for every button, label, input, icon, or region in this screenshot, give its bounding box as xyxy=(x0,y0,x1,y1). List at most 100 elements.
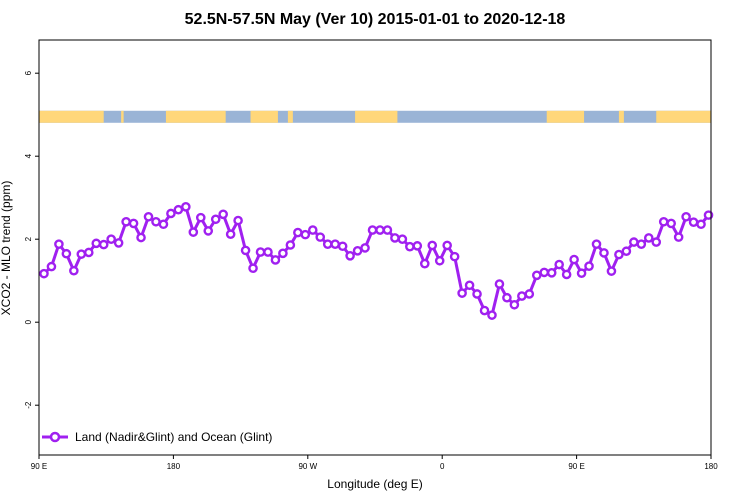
data-point xyxy=(442,240,452,251)
data-point xyxy=(419,258,430,269)
data-point xyxy=(397,234,408,244)
data-point xyxy=(315,232,326,242)
data-point xyxy=(218,209,228,220)
data-point xyxy=(591,239,602,249)
data-point xyxy=(248,263,258,274)
data-point xyxy=(502,292,512,303)
data-point xyxy=(121,216,131,227)
data-point xyxy=(576,268,587,279)
data-point xyxy=(76,249,87,259)
legend-label: Land (Nadir&Glint) and Ocean (Glint) xyxy=(75,430,272,444)
data-point xyxy=(390,233,400,243)
data-point xyxy=(360,243,370,253)
x-tick-label: 180 xyxy=(167,462,181,471)
land-segment xyxy=(121,110,124,123)
data-point xyxy=(457,288,467,298)
data-point xyxy=(681,211,691,222)
data-point xyxy=(472,289,482,299)
legend-marker xyxy=(49,431,61,443)
data-point xyxy=(405,241,415,252)
data-point xyxy=(330,239,340,249)
legend: Land (Nadir&Glint) and Ocean (Glint) xyxy=(42,430,272,444)
data-point xyxy=(367,225,378,235)
land-segment xyxy=(546,110,585,123)
land-segment xyxy=(618,110,624,123)
data-point xyxy=(375,225,385,235)
data-point xyxy=(636,239,647,249)
data-point xyxy=(61,248,72,259)
y-tick-label: 0 xyxy=(24,319,33,324)
x-axis-label: Longitude (deg E) xyxy=(327,477,422,491)
data-point xyxy=(531,270,542,281)
data-point xyxy=(658,216,669,227)
land-segment xyxy=(656,110,711,123)
data-point xyxy=(278,248,288,259)
x-tick-label: 0 xyxy=(440,462,445,471)
data-point xyxy=(307,225,318,235)
x-tick-label: 90 W xyxy=(298,462,317,471)
data-point xyxy=(673,232,684,242)
data-point xyxy=(509,299,520,310)
data-point xyxy=(621,246,632,257)
data-point xyxy=(569,254,579,265)
land-segment xyxy=(287,110,293,123)
data-point xyxy=(629,237,639,247)
data-point xyxy=(143,211,154,222)
data-point xyxy=(285,240,296,250)
x-axis-ticks: 90 E 180 90 W 0 90 E 180 xyxy=(31,455,718,471)
data-point xyxy=(345,250,355,261)
data-point xyxy=(113,238,124,248)
x-tick-label: 90 E xyxy=(568,462,584,471)
land-segment xyxy=(250,110,278,123)
data-point xyxy=(524,289,535,299)
data-point xyxy=(293,227,303,238)
data-point xyxy=(322,239,333,249)
y-axis-label: XCO2 - MLO trend (ppm) xyxy=(0,181,13,316)
data-point xyxy=(688,217,699,227)
series-layer xyxy=(39,202,714,320)
land-ocean-strip xyxy=(39,110,711,123)
data-point xyxy=(166,208,176,219)
data-point xyxy=(195,212,206,223)
data-point xyxy=(449,251,460,262)
data-point xyxy=(614,249,624,260)
data-point xyxy=(173,204,184,215)
data-point xyxy=(703,210,714,220)
data-point xyxy=(599,248,609,258)
data-point xyxy=(412,241,423,251)
data-point xyxy=(136,232,146,243)
data-point xyxy=(494,279,505,289)
data-point xyxy=(651,237,662,247)
data-point xyxy=(46,261,57,272)
data-point xyxy=(643,233,654,243)
data-point xyxy=(606,266,617,276)
x-tick-label: 180 xyxy=(704,462,718,471)
x-tick-label: 90 E xyxy=(31,462,47,471)
data-point xyxy=(91,238,102,249)
chart-title: 52.5N-57.5N May (Ver 10) 2015-01-01 to 2… xyxy=(185,11,566,28)
data-point xyxy=(696,219,706,230)
data-point xyxy=(225,229,236,240)
data-point xyxy=(554,259,564,270)
data-point xyxy=(337,241,348,252)
data-point xyxy=(561,269,572,280)
data-point xyxy=(158,219,169,230)
data-point xyxy=(539,267,550,278)
y-tick-label: 2 xyxy=(24,236,33,241)
data-point xyxy=(434,255,445,266)
land-segment xyxy=(165,110,226,123)
data-point xyxy=(666,218,676,229)
data-point xyxy=(382,225,393,235)
data-point xyxy=(128,218,139,229)
data-point xyxy=(479,305,490,316)
y-tick-label: 6 xyxy=(24,70,33,75)
data-point xyxy=(546,268,557,278)
y-tick-label: 4 xyxy=(24,153,33,158)
data-point xyxy=(181,202,191,212)
data-point xyxy=(98,239,109,250)
data-point xyxy=(427,240,438,251)
data-point xyxy=(83,247,94,258)
data-point xyxy=(584,261,594,271)
data-point xyxy=(352,246,363,256)
